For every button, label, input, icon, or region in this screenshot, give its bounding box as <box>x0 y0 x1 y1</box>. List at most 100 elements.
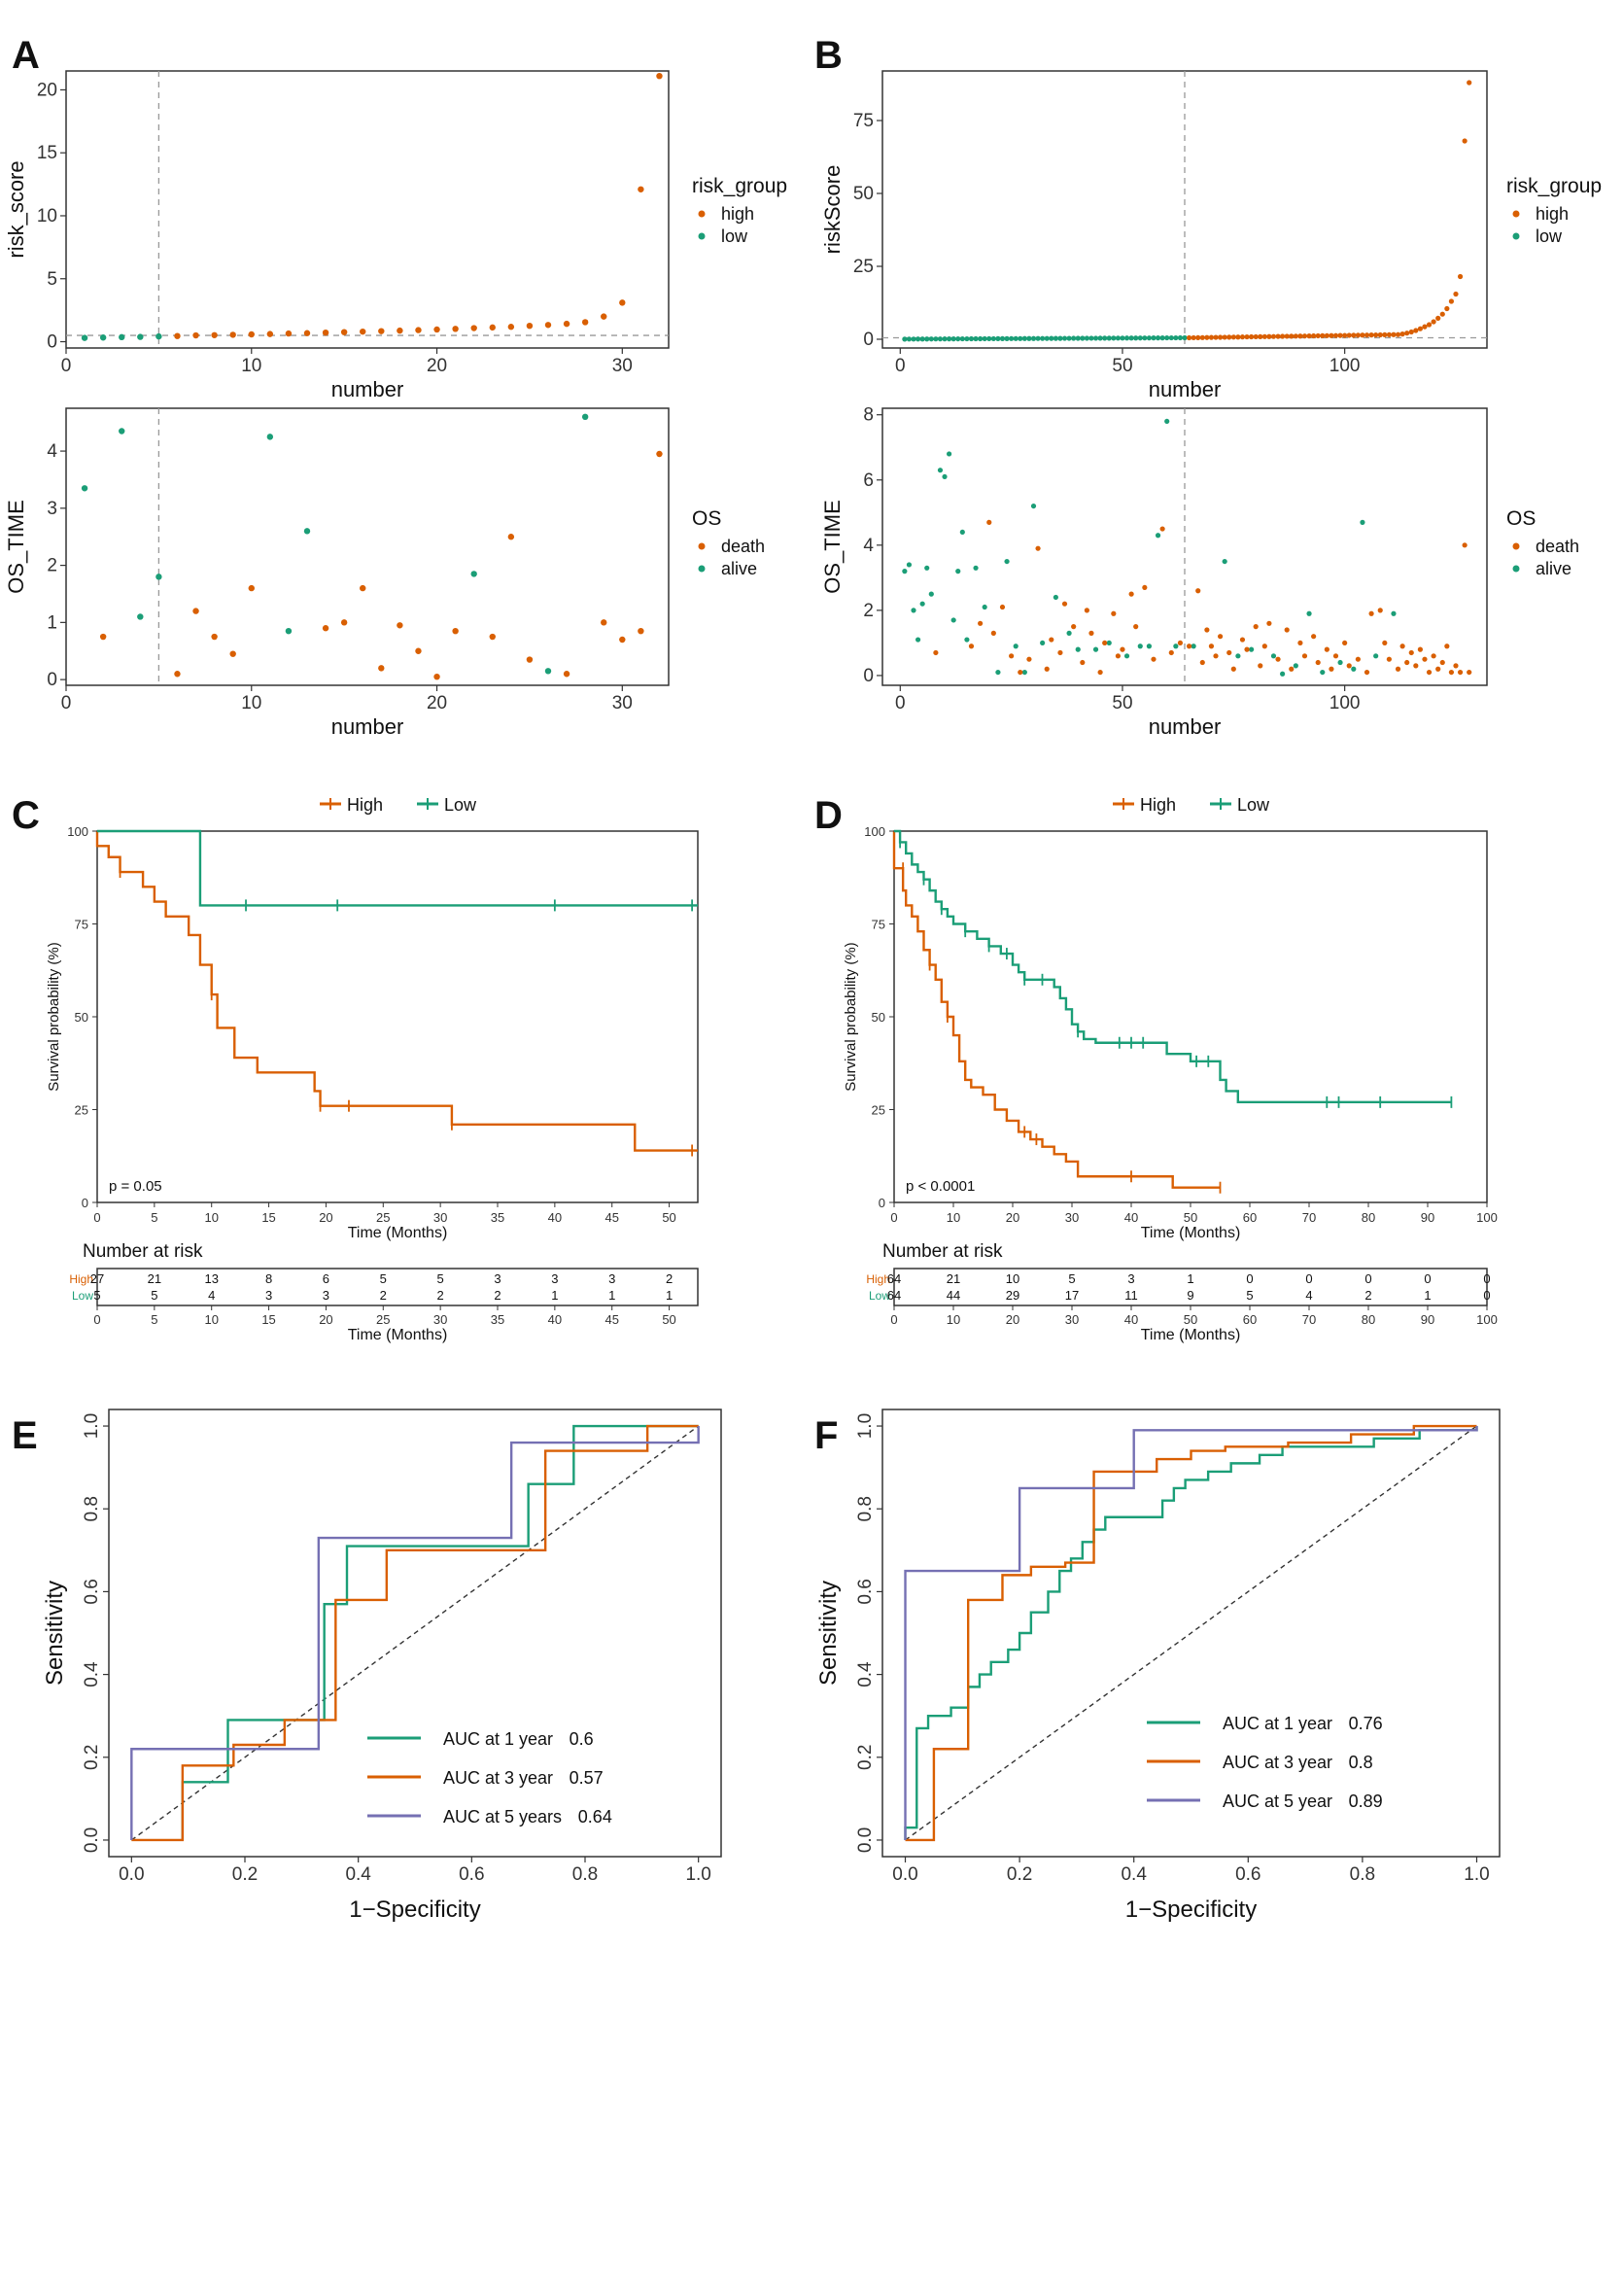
A_bottom-point-alive <box>81 485 88 492</box>
B_bottom-point-death <box>1035 545 1041 551</box>
B_top-legend-label-high: high <box>1536 204 1569 224</box>
B_top-point-high <box>1213 334 1219 340</box>
A_bottom-point-alive <box>285 627 293 635</box>
C-risk-title: Number at risk <box>83 1241 203 1262</box>
B_bottom-point-death <box>1199 659 1205 666</box>
A_bottom-point-death <box>415 647 422 654</box>
C-curve-Low <box>97 829 698 907</box>
B_top-point-low <box>1057 335 1063 341</box>
A_bottom-ytick-label: 2 <box>47 556 57 576</box>
D-risk-row-label-Low: Low <box>869 1289 890 1303</box>
B_top-point-high <box>1346 332 1352 338</box>
C-ytick-label: 25 <box>75 1103 88 1118</box>
B_top-point-low <box>1182 334 1188 341</box>
B_bottom-point-death <box>999 604 1006 610</box>
A_bottom-point-death <box>507 534 515 540</box>
B_top-point-high_tail <box>1431 319 1436 325</box>
D-risk-cell: 64 <box>887 1288 901 1303</box>
A_bottom-point-death <box>248 584 255 592</box>
A_top-xtick-label: 20 <box>427 356 447 376</box>
B_bottom-point-death <box>1364 669 1370 676</box>
C-risk-cell: 21 <box>148 1271 161 1286</box>
D-risk-cell: 29 <box>1006 1288 1019 1303</box>
F-ytick-label: 0.8 <box>855 1496 876 1521</box>
B_bottom-point-death <box>1009 653 1015 659</box>
C-risk-frame <box>96 1268 699 1306</box>
B_top-point-low <box>1168 334 1174 341</box>
B_bottom-point-alive <box>1106 640 1112 646</box>
B_bottom-point-death <box>1311 634 1317 640</box>
C-risk-xtick-label: 0 <box>93 1312 100 1327</box>
B_bottom-point-death <box>1404 659 1410 666</box>
C-risk-cell: 5 <box>151 1288 157 1303</box>
B_top-point-high <box>1253 333 1259 340</box>
B_top-point-high <box>1373 331 1379 338</box>
D-risk-cell: 0 <box>1424 1271 1431 1286</box>
C-risk-xtick-label: 45 <box>604 1312 618 1327</box>
C-risk-xtick-label: 25 <box>376 1312 390 1327</box>
A_top-point-high <box>507 324 515 330</box>
F-legend-name-0: AUC at 1 year <box>1223 1714 1332 1733</box>
B_bottom-point-death <box>990 630 996 636</box>
A_top-point-high <box>619 299 626 306</box>
B_bottom-point-death <box>1111 610 1117 616</box>
A_bottom-point-death <box>340 619 348 626</box>
B_top-point-low <box>947 336 952 342</box>
C-risk-cell: 8 <box>265 1271 272 1286</box>
A_bottom-point-death <box>174 671 181 678</box>
B_bottom-point-death <box>1061 601 1068 607</box>
B_bottom-point-death <box>1044 666 1050 672</box>
F-roc-curve-AUC-at-5-year <box>904 1426 1478 1840</box>
D-ytick-label: 0 <box>879 1196 885 1210</box>
B_top-legend-label-low: low <box>1536 226 1563 246</box>
B_top-point-low <box>933 336 939 342</box>
B_top-point-high <box>1364 332 1370 338</box>
B_top-point-high_tail <box>1422 324 1428 330</box>
B_top-point-low <box>937 336 944 342</box>
B_bottom-point-death <box>1213 653 1219 659</box>
B_bottom-point-death <box>1329 666 1334 672</box>
C-risk-cell: 6 <box>323 1271 329 1286</box>
B_top-point-low <box>928 336 934 342</box>
C-legend-label-Low: Low <box>444 795 477 815</box>
B_top-point-low <box>1009 335 1015 341</box>
D-risk-xtick-label: 50 <box>1184 1312 1197 1327</box>
D-risk-cell: 0 <box>1364 1271 1371 1286</box>
A_bottom-point-alive <box>266 434 274 440</box>
B_bottom-point-alive <box>1053 594 1058 601</box>
B_top-point-high <box>1332 332 1339 338</box>
A_top-legend-marker-low <box>698 232 706 240</box>
B_bottom-point-death <box>1261 644 1267 649</box>
D-ytick-label: 75 <box>872 918 885 932</box>
B_bottom-point-death <box>1080 659 1086 666</box>
B_top-point-low <box>942 336 948 342</box>
B_bottom-point-death <box>1444 644 1450 649</box>
A_bottom-point-alive <box>119 428 125 435</box>
A_bottom-xtick-label: 0 <box>61 693 72 713</box>
B_bottom-point-alive <box>919 601 925 607</box>
B_bottom-legend-title: OS <box>1506 507 1536 530</box>
B_top-xtick-label: 100 <box>1329 356 1361 376</box>
F-ytick-label: 0.4 <box>855 1661 876 1687</box>
A_top-point-high <box>229 331 236 338</box>
E-legend-auc-0: 0.6 <box>570 1729 594 1749</box>
D-risk-cell: 5 <box>1246 1288 1253 1303</box>
B_top-point-high <box>1368 332 1374 338</box>
A_top-point-high <box>581 319 589 326</box>
E-legend-name-1: AUC at 3 year <box>443 1768 553 1788</box>
B_bottom-point-alive <box>1092 646 1099 652</box>
B_top-point-low <box>1053 335 1058 341</box>
D-risk-cell: 0 <box>1483 1288 1490 1303</box>
B_bottom-point-death <box>1297 640 1303 646</box>
B_bottom-point-death <box>1266 620 1272 626</box>
C-risk-cell: 4 <box>208 1288 215 1303</box>
A_top-point-high <box>211 331 218 338</box>
F-xtick-label: 0.8 <box>1350 1864 1375 1885</box>
B_bottom-point-death <box>986 519 992 525</box>
B_top-point-high <box>1324 332 1329 338</box>
B_bottom-point-death <box>1382 640 1388 646</box>
C-xtick-label: 10 <box>204 1210 218 1225</box>
B_bottom-point-death <box>1431 653 1436 659</box>
B_top-point-high <box>1342 332 1348 338</box>
C-risk-xtick-label: 20 <box>319 1312 332 1327</box>
